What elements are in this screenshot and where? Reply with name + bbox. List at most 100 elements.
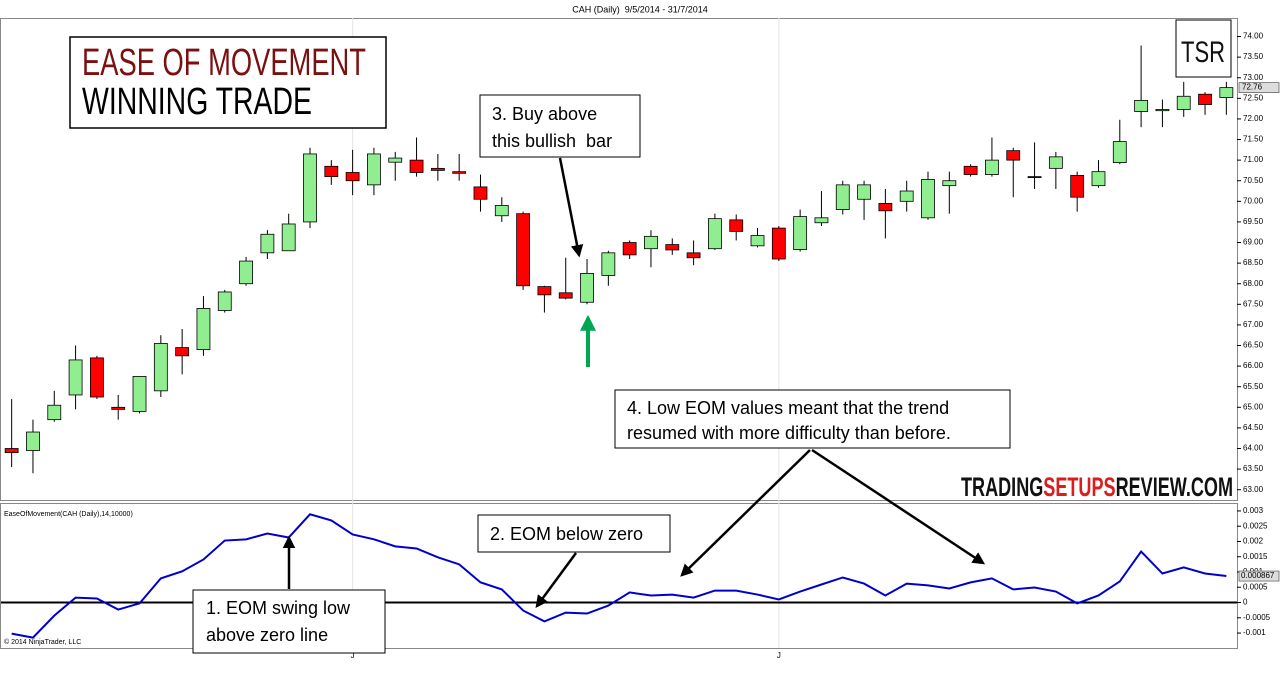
candle-body	[1134, 99, 1149, 112]
y-tick-label: 68.00	[1243, 279, 1264, 288]
note-frame	[477, 514, 671, 553]
candle-body	[1091, 171, 1106, 187]
candle-body	[324, 165, 339, 178]
candle-body	[601, 252, 616, 276]
candle-body	[580, 273, 594, 303]
candle-body	[1027, 176, 1042, 179]
candle-body	[494, 205, 509, 217]
candle-body	[260, 233, 275, 254]
candle-body	[153, 343, 168, 392]
candle-body	[132, 376, 147, 412]
candle-body	[1006, 150, 1021, 161]
chart-title: CAH (Daily) 9/5/2014 - 31/7/2014	[572, 4, 708, 14]
candle-body	[1112, 141, 1127, 163]
candle-body	[644, 235, 658, 250]
x-tick-label: J	[351, 651, 355, 660]
last-price-label: 72.76	[1242, 83, 1263, 92]
y-tick-label: 74.00	[1243, 32, 1264, 41]
candle-body	[793, 216, 808, 250]
x-tick-label: J	[777, 651, 781, 660]
arrow	[535, 552, 578, 609]
plot-layer: J J 74.00 73.50 73.00 72.50 72.00 71.50 71.00 70.…	[1, 18, 1280, 660]
footnote: © 2014 NinjaTrader, LLC	[4, 638, 81, 646]
heading-box: EASE OF MOVEMENT WINNING TRADE	[69, 36, 387, 129]
y-tick-label: 68.50	[1243, 258, 1264, 267]
eom-line	[11, 513, 1227, 639]
candle-body	[409, 159, 424, 173]
candle-body	[47, 404, 62, 421]
candle-body	[281, 223, 296, 252]
logo-box: TSR	[1175, 19, 1232, 78]
candle-body	[1219, 87, 1234, 98]
candle-body	[921, 179, 935, 219]
candle-body	[430, 167, 445, 171]
candle-body	[367, 153, 381, 186]
y-tick-label: 63.00	[1243, 485, 1264, 494]
candle-body	[878, 202, 893, 212]
website-part: TRADING	[961, 472, 1043, 502]
y-tick-label: 73.50	[1243, 52, 1264, 61]
y-tick-label: 0.002	[1243, 537, 1264, 546]
y-tick-label: 0.0005	[1243, 582, 1268, 591]
candle-body	[516, 213, 531, 287]
heading-line: EASE OF MOVEMENT	[82, 42, 366, 84]
candle-body	[196, 308, 211, 351]
arrow	[680, 449, 811, 577]
candle-body	[1155, 109, 1170, 112]
indicator-label: EaseOfMovement(CAH (Daily),14,10000)	[4, 511, 133, 518]
y-tick-label: 64.50	[1243, 423, 1264, 432]
candle-body	[963, 165, 978, 175]
candle-body	[707, 218, 722, 250]
note-3: 3. Buy above this bullish bar	[479, 94, 641, 158]
candle-body	[771, 227, 786, 260]
y-tick-label: 72.00	[1243, 114, 1264, 123]
arrows	[282, 157, 986, 609]
note-text: 1. EOM swing low	[206, 598, 351, 618]
candle-body	[388, 157, 403, 163]
y-tick-label: 73.00	[1243, 73, 1264, 82]
y-tick-label: 0.0015	[1243, 552, 1268, 561]
heading-frame	[69, 36, 387, 129]
candle-body	[558, 292, 573, 299]
last-value-label: 0.000867	[1241, 571, 1275, 580]
candle-body	[835, 184, 850, 210]
arrow	[811, 448, 986, 565]
y-tick-label: 69.50	[1243, 217, 1264, 226]
candle-body	[750, 235, 765, 247]
candle-body	[686, 252, 701, 259]
y-tick-label: 67.50	[1243, 299, 1264, 308]
candle-body	[899, 190, 914, 202]
y-tick-label: 71.50	[1243, 135, 1264, 144]
candle-body	[4, 448, 19, 454]
y-tick-label: -0.001	[1243, 628, 1266, 637]
note-text: 3. Buy above	[492, 104, 597, 124]
candle-body	[537, 286, 552, 296]
y-tick-label: 64.00	[1243, 444, 1264, 453]
y-tick-label: 0	[1243, 598, 1248, 607]
candle-body	[111, 406, 126, 410]
candle-body	[1048, 156, 1063, 169]
note-text: this bullish bar	[492, 131, 612, 151]
y-tick-label: 69.00	[1243, 238, 1264, 247]
y-tick-label: 66.50	[1243, 341, 1264, 350]
note-text: 4. Low EOM values meant that the trend	[627, 398, 949, 418]
candle-body	[89, 357, 104, 398]
candle-body	[857, 184, 871, 200]
y-tick-label: 0.0025	[1243, 521, 1268, 530]
y-tick-label: 66.00	[1243, 361, 1264, 370]
candle-body	[175, 347, 190, 357]
note-4: 4. Low EOM values meant that the trend r…	[614, 389, 1011, 449]
y-tick-label: 65.00	[1243, 402, 1264, 411]
y-tick-label: 65.50	[1243, 382, 1264, 391]
website: TRADINGSETUPSREVIEW.COM	[961, 472, 1233, 502]
last-value-marker	[1238, 570, 1280, 582]
heading-line: WINNING TRADE	[82, 81, 312, 123]
candle-body	[452, 171, 467, 174]
candle-body	[814, 217, 829, 224]
candle-body	[1198, 93, 1212, 105]
candle-body	[622, 242, 637, 256]
note-frame	[614, 389, 1011, 449]
y-tick-label: 67.00	[1243, 320, 1264, 329]
note-2: 2. EOM below zero	[477, 514, 671, 553]
candle-body	[239, 260, 253, 285]
